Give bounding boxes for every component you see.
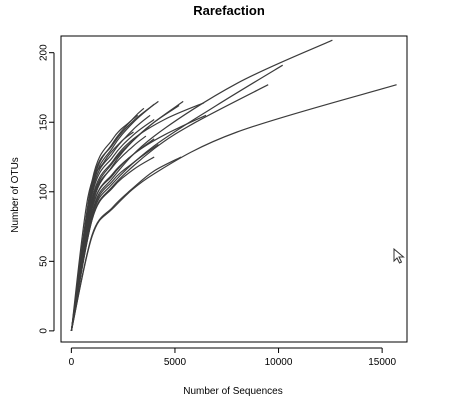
- series-line-16: [70, 144, 159, 332]
- series-line-14: [70, 114, 139, 331]
- series-line-17: [70, 156, 155, 332]
- mouse-pointer-icon: [393, 248, 405, 264]
- x-tick-label: 0: [69, 357, 75, 368]
- x-axis-label: Number of Sequences: [183, 386, 283, 397]
- x-tick-label: 10000: [265, 357, 293, 368]
- series-line-13: [70, 107, 145, 331]
- series-line-2: [70, 84, 397, 332]
- plot-frame: [60, 35, 408, 343]
- series-line-18: [70, 156, 182, 332]
- y-tick-label: 100: [39, 183, 50, 200]
- y-tick-label: 200: [39, 44, 50, 61]
- y-tick-label: 50: [39, 255, 50, 267]
- x-axis: 0 5000 10000 15000: [69, 347, 396, 368]
- y-tick-label: 150: [39, 113, 50, 130]
- y-axis-label: Number of OTUs: [10, 157, 21, 233]
- series-line-19: [70, 131, 134, 331]
- x-tick-label: 5000: [164, 357, 187, 368]
- series-curves: [70, 39, 397, 332]
- series-line-4: [70, 84, 269, 332]
- x-tick-label: 15000: [368, 357, 396, 368]
- chart-title: Rarefaction: [193, 3, 265, 18]
- y-axis: 0 50 100 150 200: [39, 44, 55, 334]
- series-line-20: [70, 135, 147, 331]
- y-tick-label: 0: [39, 328, 50, 334]
